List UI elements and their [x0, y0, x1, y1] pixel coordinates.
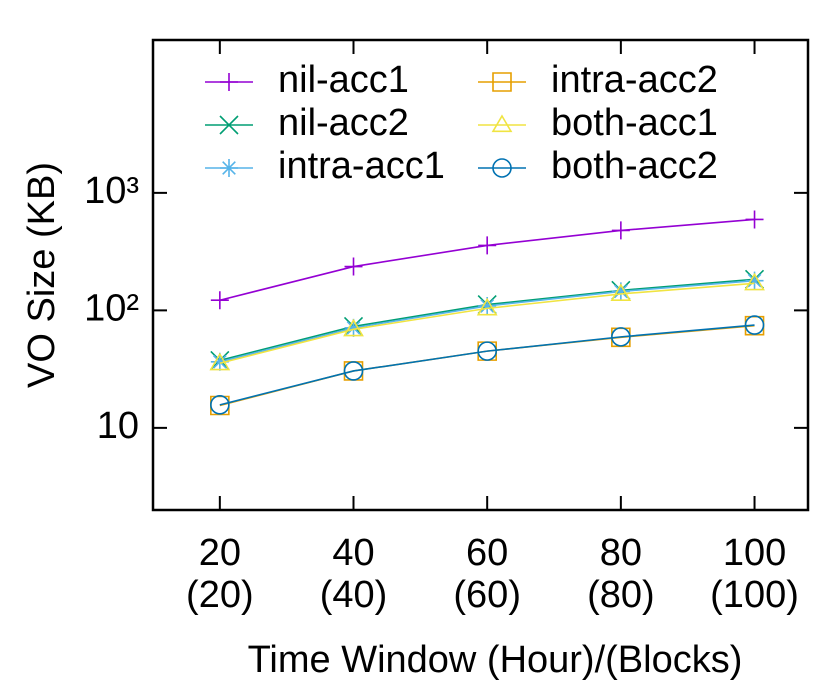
data-point — [476, 297, 498, 316]
data-point — [745, 271, 764, 290]
legend-marker — [220, 159, 238, 177]
data-point — [343, 361, 364, 381]
series-line — [219, 324, 755, 407]
x-tick-label: 60 — [466, 532, 508, 574]
data-point — [744, 315, 765, 335]
series-line — [219, 279, 755, 363]
data-point — [610, 283, 632, 302]
plot-frame — [151, 38, 810, 512]
data-point — [343, 318, 364, 337]
y-tick-label: 10² — [84, 287, 139, 329]
x-tick-label: (40) — [320, 574, 388, 616]
data-point — [344, 257, 363, 276]
y-tick-label: 10 — [97, 405, 139, 447]
data-point — [478, 296, 497, 315]
x-axis-label: Time Window (Hour)/(Blocks) — [248, 639, 743, 681]
x-tick-label: (60) — [453, 574, 521, 616]
x-tick-label: (20) — [186, 574, 254, 616]
legend-marker — [491, 114, 513, 133]
data-point — [210, 291, 229, 310]
series-line — [219, 218, 755, 301]
data-point — [210, 352, 229, 371]
legend-marker — [220, 73, 238, 91]
series-line — [219, 278, 755, 362]
data-point — [478, 236, 497, 255]
series-line — [219, 324, 755, 406]
x-tick-label: (100) — [710, 574, 799, 616]
x-tick-label: 20 — [199, 532, 241, 574]
data-point — [477, 341, 497, 361]
y-axis-label: VO Size (KB) — [21, 162, 63, 388]
data-point — [210, 395, 230, 415]
legend-label: both-acc2 — [551, 145, 718, 187]
data-point — [611, 327, 631, 347]
legend-label: nil-acc1 — [278, 59, 409, 101]
x-tick-label: 100 — [723, 532, 786, 574]
x-tick-label: 80 — [600, 532, 642, 574]
legend-marker — [219, 115, 239, 135]
data-point — [344, 318, 363, 337]
data-point — [745, 210, 764, 229]
data-point — [611, 282, 630, 301]
legend-label: nil-acc2 — [278, 102, 409, 144]
data-point — [744, 272, 765, 291]
x-tick-label: 40 — [332, 532, 374, 574]
series-line — [219, 282, 755, 364]
legend-label: intra-acc1 — [278, 145, 445, 187]
data-point — [611, 221, 630, 240]
legend-marker — [492, 158, 512, 178]
legend-label: both-acc1 — [551, 102, 718, 144]
x-tick-label: (80) — [587, 574, 655, 616]
y-tick-label: 10³ — [84, 170, 139, 212]
data-point — [209, 352, 231, 371]
legend-marker — [492, 72, 512, 92]
legend-label: intra-acc2 — [551, 59, 718, 101]
